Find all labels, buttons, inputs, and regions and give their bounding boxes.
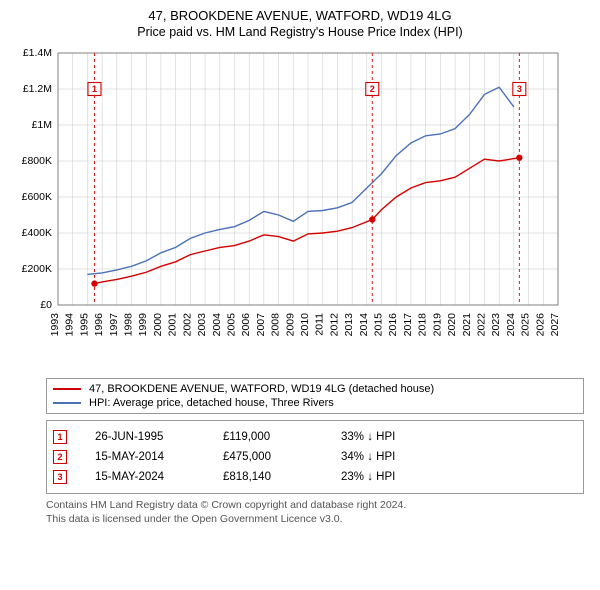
svg-text:1998: 1998 (123, 313, 135, 337)
sale-hpi-delta: 34% ↓ HPI (341, 451, 451, 463)
svg-text:2001: 2001 (167, 313, 179, 337)
svg-text:2017: 2017 (402, 313, 414, 337)
svg-text:1994: 1994 (64, 313, 76, 337)
sale-hpi-delta: 23% ↓ HPI (341, 471, 451, 483)
chart-subtitle: Price paid vs. HM Land Registry's House … (6, 25, 594, 39)
svg-text:1995: 1995 (78, 313, 90, 337)
svg-text:2020: 2020 (446, 313, 458, 337)
svg-text:2004: 2004 (211, 313, 223, 337)
attribution-line-1: Contains HM Land Registry data © Crown c… (46, 498, 584, 512)
svg-text:£800K: £800K (22, 155, 52, 167)
svg-text:£1.2M: £1.2M (23, 83, 52, 95)
svg-text:2018: 2018 (417, 313, 429, 337)
svg-text:3: 3 (517, 84, 522, 94)
svg-text:2022: 2022 (475, 313, 487, 337)
svg-text:£600K: £600K (22, 191, 52, 203)
svg-text:2014: 2014 (358, 313, 370, 337)
svg-text:2000: 2000 (152, 313, 164, 337)
svg-text:2012: 2012 (328, 313, 340, 337)
sale-marker-icon: 2 (53, 450, 67, 464)
sale-date: 26-JUN-1995 (95, 431, 195, 443)
svg-text:2002: 2002 (181, 313, 193, 337)
svg-text:£1.4M: £1.4M (23, 47, 52, 59)
svg-text:2008: 2008 (270, 313, 282, 337)
svg-text:2015: 2015 (373, 313, 385, 337)
svg-text:2019: 2019 (431, 313, 443, 337)
svg-text:2011: 2011 (314, 313, 326, 336)
svg-text:2009: 2009 (284, 313, 296, 337)
svg-text:2027: 2027 (549, 313, 561, 337)
sale-row: 2 15-MAY-2014 £475,000 34% ↓ HPI (53, 447, 577, 467)
sale-row: 3 15-MAY-2024 £818,140 23% ↓ HPI (53, 467, 577, 487)
svg-text:2023: 2023 (490, 313, 502, 337)
legend-label: HPI: Average price, detached house, Thre… (89, 397, 334, 409)
attribution-line-2: This data is licensed under the Open Gov… (46, 512, 584, 526)
legend-label: 47, BROOKDENE AVENUE, WATFORD, WD19 4LG … (89, 383, 434, 395)
sale-price: £475,000 (223, 451, 313, 463)
sale-hpi-delta: 33% ↓ HPI (341, 431, 451, 443)
sale-marker-icon: 1 (53, 430, 67, 444)
sales-table: 1 26-JUN-1995 £119,000 33% ↓ HPI 2 15-MAY-201… (46, 420, 584, 494)
svg-text:£200K: £200K (22, 263, 52, 275)
chart-plot-area: £0£200K£400K£600K£800K£1M£1.2M£1.4M19931… (6, 45, 594, 370)
svg-text:2021: 2021 (461, 313, 473, 337)
legend-swatch (53, 402, 81, 404)
svg-text:£400K: £400K (22, 227, 52, 239)
svg-text:2007: 2007 (255, 313, 267, 337)
chart-container: 47, BROOKDENE AVENUE, WATFORD, WD19 4LG … (0, 0, 600, 532)
sale-date: 15-MAY-2024 (95, 471, 195, 483)
sale-price: £818,140 (223, 471, 313, 483)
svg-text:2: 2 (370, 84, 375, 94)
svg-text:2010: 2010 (299, 313, 311, 337)
sale-marker-icon: 3 (53, 470, 67, 484)
svg-text:2025: 2025 (520, 313, 532, 337)
line-chart-svg: £0£200K£400K£600K£800K£1M£1.2M£1.4M19931… (6, 45, 566, 365)
svg-text:1993: 1993 (49, 313, 61, 337)
legend-swatch (53, 388, 81, 390)
svg-text:2003: 2003 (196, 313, 208, 337)
svg-text:£1M: £1M (32, 119, 52, 131)
svg-text:2006: 2006 (240, 313, 252, 337)
svg-text:1: 1 (92, 84, 97, 94)
svg-text:2005: 2005 (225, 313, 237, 337)
sale-price: £119,000 (223, 431, 313, 443)
sale-date: 15-MAY-2014 (95, 451, 195, 463)
attribution-text: Contains HM Land Registry data © Crown c… (46, 498, 584, 526)
svg-text:2026: 2026 (534, 313, 546, 337)
svg-text:2016: 2016 (387, 313, 399, 337)
svg-text:2024: 2024 (505, 313, 517, 337)
svg-text:2013: 2013 (343, 313, 355, 337)
legend-item: 47, BROOKDENE AVENUE, WATFORD, WD19 4LG … (53, 382, 577, 396)
svg-text:1999: 1999 (137, 313, 149, 337)
sale-row: 1 26-JUN-1995 £119,000 33% ↓ HPI (53, 427, 577, 447)
chart-title: 47, BROOKDENE AVENUE, WATFORD, WD19 4LG (6, 8, 594, 23)
svg-text:1996: 1996 (93, 313, 105, 337)
legend-box: 47, BROOKDENE AVENUE, WATFORD, WD19 4LG … (46, 378, 584, 414)
svg-text:£0: £0 (40, 299, 52, 311)
svg-text:1997: 1997 (108, 313, 120, 337)
legend-item: HPI: Average price, detached house, Thre… (53, 396, 577, 410)
